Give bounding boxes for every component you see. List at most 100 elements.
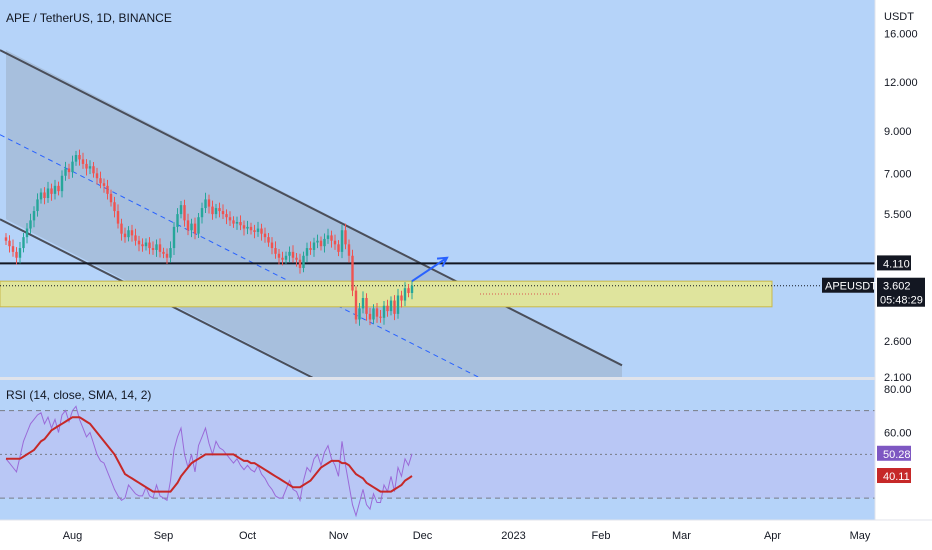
candle-body (253, 230, 256, 232)
time-axis[interactable] (0, 520, 932, 550)
price-tick-label: 12.000 (884, 77, 918, 89)
time-tick-label: May (850, 530, 871, 542)
candle-body (214, 208, 218, 215)
time-tick-label: Sep (154, 530, 174, 542)
candle-body (18, 248, 22, 258)
candle-body (39, 192, 43, 200)
candle-body (389, 300, 393, 312)
pane-separator[interactable] (0, 377, 875, 380)
candle-body (351, 255, 354, 291)
candle-body (211, 206, 214, 215)
candle-body (379, 316, 382, 318)
candle-body (57, 185, 60, 192)
candle-body (267, 237, 270, 243)
time-tick-label: Feb (592, 530, 611, 542)
candle-body (127, 230, 130, 238)
candle-body (165, 253, 169, 258)
candle-body (403, 288, 407, 301)
candle-body (354, 290, 358, 320)
candle-body (256, 228, 260, 232)
candle-body (333, 240, 337, 245)
projection-arrow[interactable] (411, 256, 449, 283)
rsi-tick-label: 60.00 (884, 428, 912, 440)
candle-body (172, 226, 176, 249)
candle-body (291, 251, 295, 258)
candle-body (53, 185, 57, 194)
candle-body (225, 214, 228, 218)
candle-body (193, 223, 197, 234)
candle-body (64, 168, 67, 176)
candle-body (144, 242, 148, 247)
candle-body (340, 230, 344, 252)
candle-body (190, 223, 193, 231)
candle-body (15, 251, 18, 258)
candle-body (137, 240, 141, 245)
time-tick-label: Oct (239, 530, 256, 542)
candle-body (358, 308, 361, 320)
candle-body (32, 211, 36, 221)
rsi-value-label: 50.28 (883, 449, 911, 461)
candlestick-series (4, 149, 414, 326)
candle-body (361, 297, 365, 309)
price-tick-label: 9.000 (884, 126, 912, 138)
candle-body (284, 255, 288, 260)
candle-body (130, 230, 134, 236)
candle-body (197, 217, 200, 234)
price-axis-unit: USDT (884, 11, 914, 23)
rsi-sma-label-bg (877, 468, 911, 484)
candle-body (239, 221, 242, 226)
candle-body (4, 237, 8, 241)
level-price-label: 4.110 (883, 258, 910, 270)
candle-body (183, 205, 186, 221)
support-zone[interactable] (0, 280, 773, 308)
candle-body (92, 166, 95, 174)
candle-body (36, 199, 39, 212)
candle-body (263, 233, 267, 238)
candle-body (218, 208, 221, 212)
candle-body (11, 246, 15, 252)
candle-body (204, 199, 207, 209)
candle-body (74, 155, 78, 162)
candle-body (106, 185, 109, 194)
candle-body (375, 308, 379, 317)
candle-body (347, 244, 351, 256)
candle-body (270, 242, 274, 249)
candle-body (407, 288, 410, 294)
candle-body (235, 221, 239, 224)
candle-body (232, 220, 235, 224)
bar-countdown: 05:48:29 (880, 295, 923, 307)
candle-body (169, 248, 172, 258)
rsi-axis-ticks: 80.00 60.00 (884, 384, 912, 440)
candle-body (95, 173, 99, 179)
candle-body (372, 308, 375, 320)
candle-body (288, 251, 291, 256)
candle-body (141, 244, 144, 247)
channel-upper-line[interactable] (0, 49, 623, 367)
candle-body (274, 248, 277, 254)
projection-arrow-shaft (411, 256, 448, 283)
candle-body (305, 248, 309, 256)
candle-body (400, 295, 403, 301)
candle-body (8, 240, 11, 247)
rsi-value-label-bg (877, 445, 911, 461)
candle-body (109, 193, 113, 203)
candle-body (200, 208, 204, 218)
candle-body (298, 259, 302, 268)
candle-body (120, 223, 123, 234)
candle-body (228, 217, 232, 221)
rsi-line (5, 405, 413, 518)
price-tick-label: 2.600 (884, 336, 912, 348)
candle-body (330, 235, 333, 241)
candle-body (134, 235, 137, 241)
candle-body (50, 188, 53, 194)
projection-arrow-head (436, 256, 449, 268)
candle-body (368, 313, 372, 320)
candle-body (179, 205, 183, 215)
candle-body (85, 163, 88, 169)
candle-body (246, 226, 249, 229)
time-tick-label: Dec (413, 530, 433, 542)
candle-body (393, 300, 396, 314)
candle-body (46, 188, 50, 198)
candle-body (176, 214, 179, 227)
